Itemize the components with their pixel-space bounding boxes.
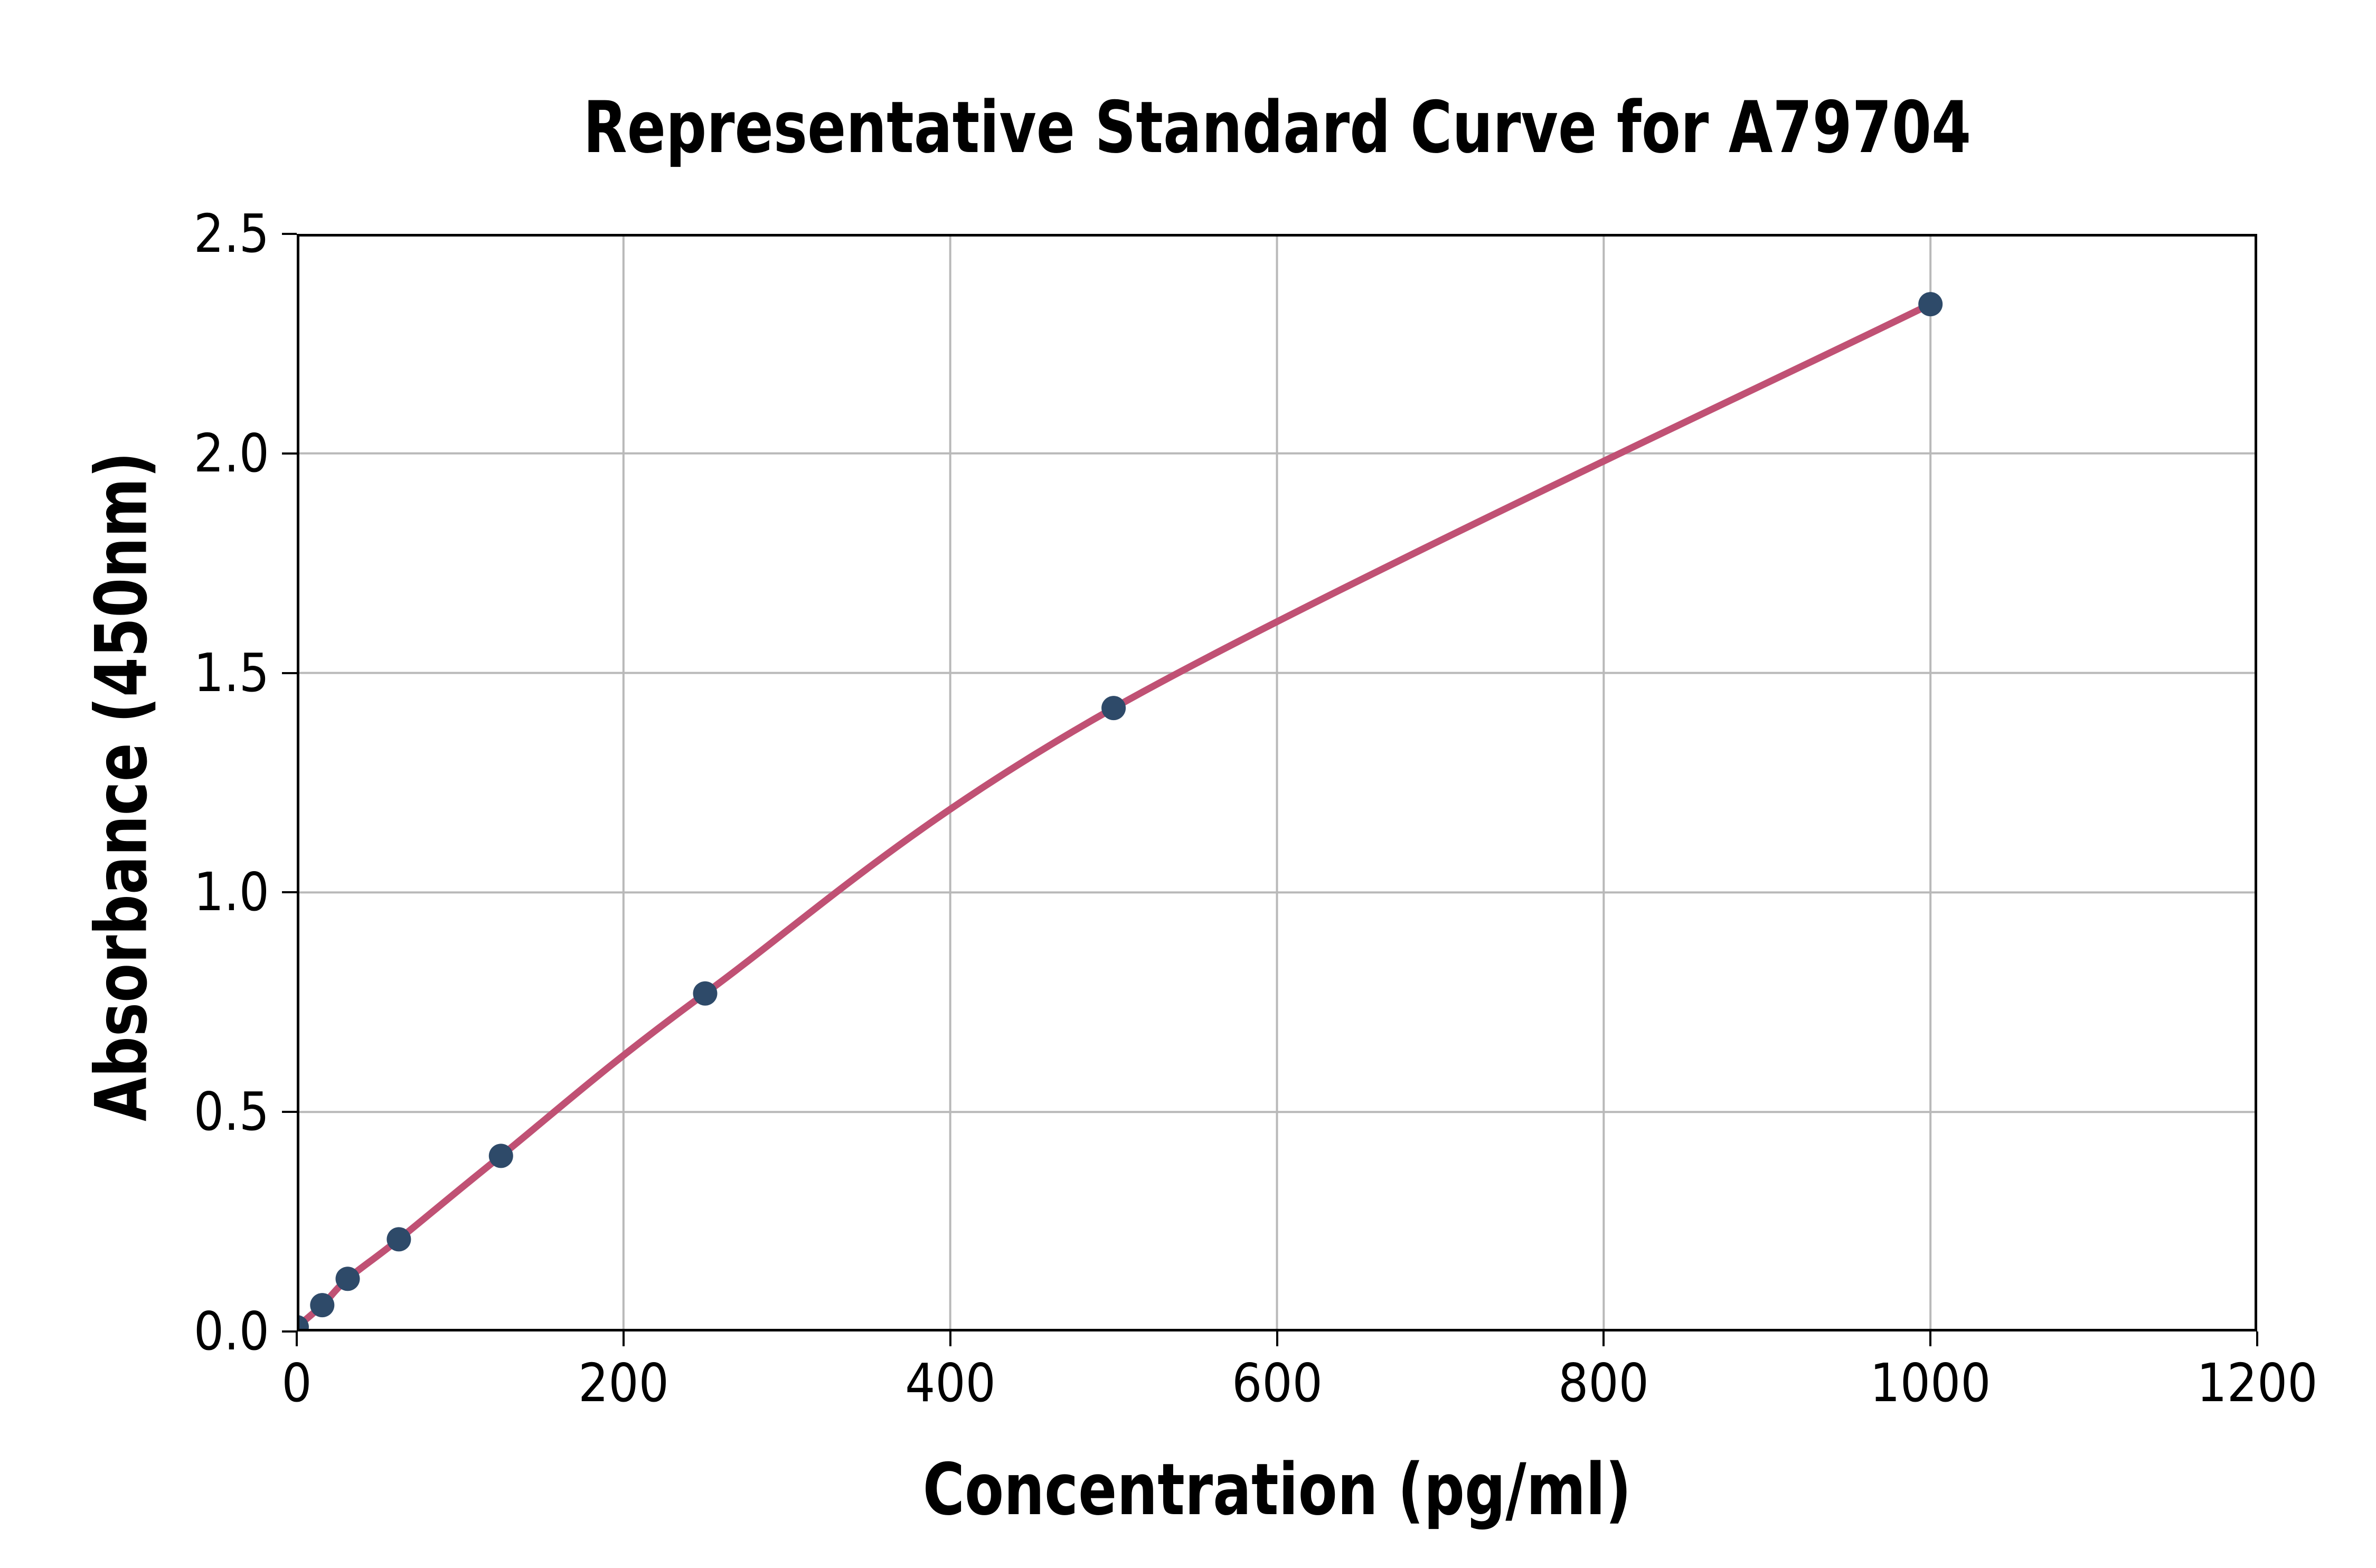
data-point xyxy=(693,981,718,1006)
x-tick-label-text: 400 xyxy=(905,1352,996,1414)
y-tick-mark xyxy=(282,891,297,893)
x-tick-mark xyxy=(2256,1331,2258,1346)
data-point xyxy=(310,1293,335,1318)
y-tick-mark xyxy=(282,1111,297,1113)
x-tick-label: 400 xyxy=(905,1357,1051,1410)
y-tick-label-text: 1.5 xyxy=(193,642,269,704)
x-tick-label-text: 0 xyxy=(281,1352,312,1414)
x-tick-label-text: 1000 xyxy=(1870,1352,1991,1414)
x-tick-label: 0 xyxy=(281,1357,331,1410)
plot-border xyxy=(297,234,2257,1331)
x-tick-label-text: 600 xyxy=(1232,1352,1323,1414)
y-tick-label: 2.0 xyxy=(0,427,269,480)
data-point-markers xyxy=(297,292,1943,1331)
y-tick-label: 1.0 xyxy=(0,866,269,919)
x-tick-mark xyxy=(1602,1331,1605,1346)
data-point xyxy=(297,1315,309,1331)
x-tick-label: 1200 xyxy=(2196,1357,2376,1410)
data-point xyxy=(335,1267,360,1291)
y-tick-label-text: 2.5 xyxy=(193,203,269,265)
plot-area xyxy=(297,234,2257,1331)
data-point xyxy=(1918,292,1943,317)
chart-title: Representative Standard Curve for A79704 xyxy=(583,86,1971,169)
x-axis-label: Concentration (pg/ml) xyxy=(922,1448,1632,1531)
y-tick-label-text: 0.0 xyxy=(193,1300,269,1362)
y-tick-mark xyxy=(282,452,297,455)
x-tick-label: 200 xyxy=(578,1357,724,1410)
gridlines xyxy=(297,234,2257,1331)
x-tick-mark xyxy=(1929,1331,1931,1346)
y-tick-label: 0.0 xyxy=(0,1305,269,1358)
x-axis-label-row: Concentration (pg/ml) xyxy=(297,1448,2257,1531)
x-tick-label-text: 1200 xyxy=(2196,1352,2318,1414)
data-point xyxy=(488,1144,513,1168)
x-tick-label-text: 800 xyxy=(1558,1352,1649,1414)
data-point xyxy=(1101,696,1126,721)
data-point xyxy=(386,1227,411,1252)
x-tick-label: 1000 xyxy=(1870,1357,2065,1410)
y-tick-label: 1.5 xyxy=(0,647,269,700)
fit-curve-line xyxy=(297,300,1934,1331)
y-axis-label: Absorbance (450nm) xyxy=(80,451,163,1122)
x-tick-mark xyxy=(296,1331,298,1346)
y-tick-label-text: 2.0 xyxy=(193,422,269,484)
y-tick-mark xyxy=(282,672,297,674)
x-tick-label: 600 xyxy=(1232,1357,1378,1410)
y-tick-label-text: 1.0 xyxy=(193,861,269,923)
x-tick-label: 800 xyxy=(1558,1357,1704,1410)
y-tick-label-text: 0.5 xyxy=(193,1081,269,1142)
y-tick-mark xyxy=(282,233,297,235)
x-tick-mark xyxy=(949,1331,951,1346)
y-tick-label: 2.5 xyxy=(0,207,269,260)
x-tick-mark xyxy=(1276,1331,1278,1346)
y-tick-mark xyxy=(282,1330,297,1333)
chart-title-row: Representative Standard Curve for A79704 xyxy=(297,86,2257,169)
x-tick-mark xyxy=(623,1331,625,1346)
x-tick-label-text: 200 xyxy=(578,1352,669,1414)
y-tick-label: 0.5 xyxy=(0,1085,269,1138)
